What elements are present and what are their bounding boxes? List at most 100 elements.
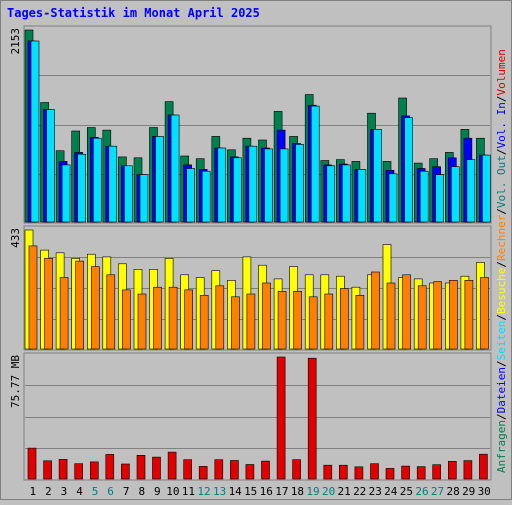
bar-seiten-day-15 bbox=[248, 145, 258, 223]
x-tick-label-day-24: 24 bbox=[384, 485, 398, 498]
y-max-label: 433 bbox=[9, 228, 22, 248]
bar-rechner-day-10 bbox=[168, 286, 178, 350]
bar-volumen-day-27 bbox=[432, 464, 442, 480]
bar-seiten-day-20 bbox=[326, 165, 336, 223]
bar-seiten-day-8 bbox=[139, 174, 149, 223]
panel-hits: 2153 bbox=[9, 25, 492, 224]
bar-rechner-day-28 bbox=[448, 279, 458, 350]
bar-volumen-day-13 bbox=[214, 459, 224, 480]
bar-seiten-day-26 bbox=[419, 170, 429, 223]
right-legend-segment: / bbox=[495, 413, 508, 420]
bar-rechner-day-16 bbox=[262, 282, 271, 350]
bar-rechner-day-30 bbox=[480, 277, 489, 350]
right-legend-segment: / bbox=[495, 360, 508, 367]
bar-volumen-day-16 bbox=[261, 460, 270, 480]
bar-rechner-day-17 bbox=[277, 290, 287, 350]
right-legend-segment: Volumen bbox=[495, 49, 508, 95]
x-tick-label-day-10: 10 bbox=[166, 485, 179, 498]
bar-volumen-day-6 bbox=[105, 454, 115, 480]
bar-seiten-day-9 bbox=[155, 136, 164, 223]
bar-rechner-day-29 bbox=[464, 279, 474, 350]
bar-seiten-day-6 bbox=[108, 145, 118, 223]
bar-volumen-day-30 bbox=[479, 453, 488, 480]
bar-seiten-day-14 bbox=[233, 157, 242, 223]
right-legend-segment: Dateien bbox=[495, 367, 508, 413]
bar-seiten-day-22 bbox=[357, 169, 367, 223]
x-tick-label-day-9: 9 bbox=[154, 485, 161, 498]
bar-volumen-day-19 bbox=[307, 357, 317, 480]
bar-volumen-day-7 bbox=[121, 463, 130, 480]
bar-rechner-day-3 bbox=[59, 277, 69, 350]
right-legend: Anfragen/Dateien/Seiten/Besuche/Rechner/… bbox=[495, 49, 508, 473]
bar-seiten-day-25 bbox=[404, 117, 413, 223]
bar-volumen-day-11 bbox=[183, 459, 192, 480]
bar-volumen-day-4 bbox=[74, 463, 83, 480]
x-tick-label-day-12: 12 bbox=[197, 485, 210, 498]
x-tick-label-day-30: 30 bbox=[478, 485, 491, 498]
x-tick-label-day-20: 20 bbox=[322, 485, 335, 498]
bar-rechner-day-2 bbox=[44, 257, 53, 350]
bar-volumen-day-21 bbox=[338, 464, 348, 480]
right-legend-segment: Anfragen bbox=[495, 420, 508, 473]
bar-rechner-day-27 bbox=[433, 281, 443, 350]
bar-rechner-day-14 bbox=[231, 296, 240, 350]
bar-volumen-day-20 bbox=[323, 464, 333, 480]
bar-seiten-day-2 bbox=[46, 109, 55, 223]
bar-rechner-day-8 bbox=[137, 293, 147, 350]
bar-volumen-day-29 bbox=[463, 460, 473, 480]
x-tick-label-day-13: 13 bbox=[213, 485, 226, 498]
x-tick-label-day-21: 21 bbox=[337, 485, 350, 498]
y-max-label: 2153 bbox=[9, 28, 22, 55]
x-tick-label-day-8: 8 bbox=[138, 485, 145, 498]
chart-title: Tages-Statistik im Monat April 2025 bbox=[7, 6, 260, 20]
bar-seiten-day-5 bbox=[93, 137, 102, 223]
x-tick-label-day-2: 2 bbox=[45, 485, 52, 498]
bar-volumen-day-24 bbox=[385, 468, 395, 480]
bar-volumen-day-9 bbox=[152, 456, 161, 480]
bar-rechner-day-11 bbox=[184, 289, 193, 350]
x-tick-label-day-29: 29 bbox=[462, 485, 475, 498]
panel-visits: 433 bbox=[9, 225, 492, 351]
bar-volumen-day-18 bbox=[292, 459, 301, 480]
bar-rechner-day-22 bbox=[355, 295, 365, 350]
bar-volumen-day-10 bbox=[167, 451, 177, 480]
bar-seiten-day-11 bbox=[186, 168, 195, 223]
panel-border bbox=[23, 25, 492, 224]
bar-rechner-day-25 bbox=[402, 274, 411, 350]
x-tick-label-day-14: 14 bbox=[229, 485, 243, 498]
bar-rechner-day-1 bbox=[28, 245, 38, 350]
bar-seiten-day-28 bbox=[450, 166, 460, 223]
bar-seiten-day-3 bbox=[61, 164, 71, 223]
bar-volumen-day-22 bbox=[354, 466, 364, 480]
right-legend-segment: / bbox=[495, 95, 508, 102]
right-legend-segment: / bbox=[495, 148, 508, 155]
bar-rechner-day-15 bbox=[246, 293, 256, 350]
bar-seiten-day-12 bbox=[201, 170, 211, 223]
bar-seiten-day-17 bbox=[279, 148, 289, 223]
x-tick-label-day-15: 15 bbox=[244, 485, 257, 498]
x-tick-label-day-11: 11 bbox=[182, 485, 195, 498]
x-tick-label-day-23: 23 bbox=[369, 485, 382, 498]
x-tick-label-day-26: 26 bbox=[415, 485, 428, 498]
bar-seiten-day-1 bbox=[30, 40, 40, 223]
bar-volumen-day-23 bbox=[370, 463, 379, 480]
bar-volumen-day-12 bbox=[198, 466, 208, 480]
bar-rechner-day-19 bbox=[308, 296, 318, 350]
x-tick-label-day-22: 22 bbox=[353, 485, 366, 498]
x-tick-label-day-1: 1 bbox=[29, 485, 36, 498]
right-legend-segment: Vol. In bbox=[495, 102, 508, 148]
bar-volumen-day-28 bbox=[447, 460, 457, 480]
right-legend-segment: / bbox=[495, 314, 508, 321]
panel-border bbox=[23, 225, 492, 351]
panel-volume: 75.77 MB bbox=[9, 352, 492, 481]
bar-rechner-day-6 bbox=[106, 274, 116, 350]
x-tick-label-day-19: 19 bbox=[306, 485, 319, 498]
bar-rechner-day-23 bbox=[371, 271, 380, 350]
right-legend-segment: Rechner bbox=[495, 214, 508, 261]
bar-volumen-day-8 bbox=[136, 454, 146, 480]
x-tick-label-day-7: 7 bbox=[123, 485, 130, 498]
bar-volumen-day-14 bbox=[230, 460, 239, 480]
bar-volumen-day-25 bbox=[401, 465, 410, 480]
